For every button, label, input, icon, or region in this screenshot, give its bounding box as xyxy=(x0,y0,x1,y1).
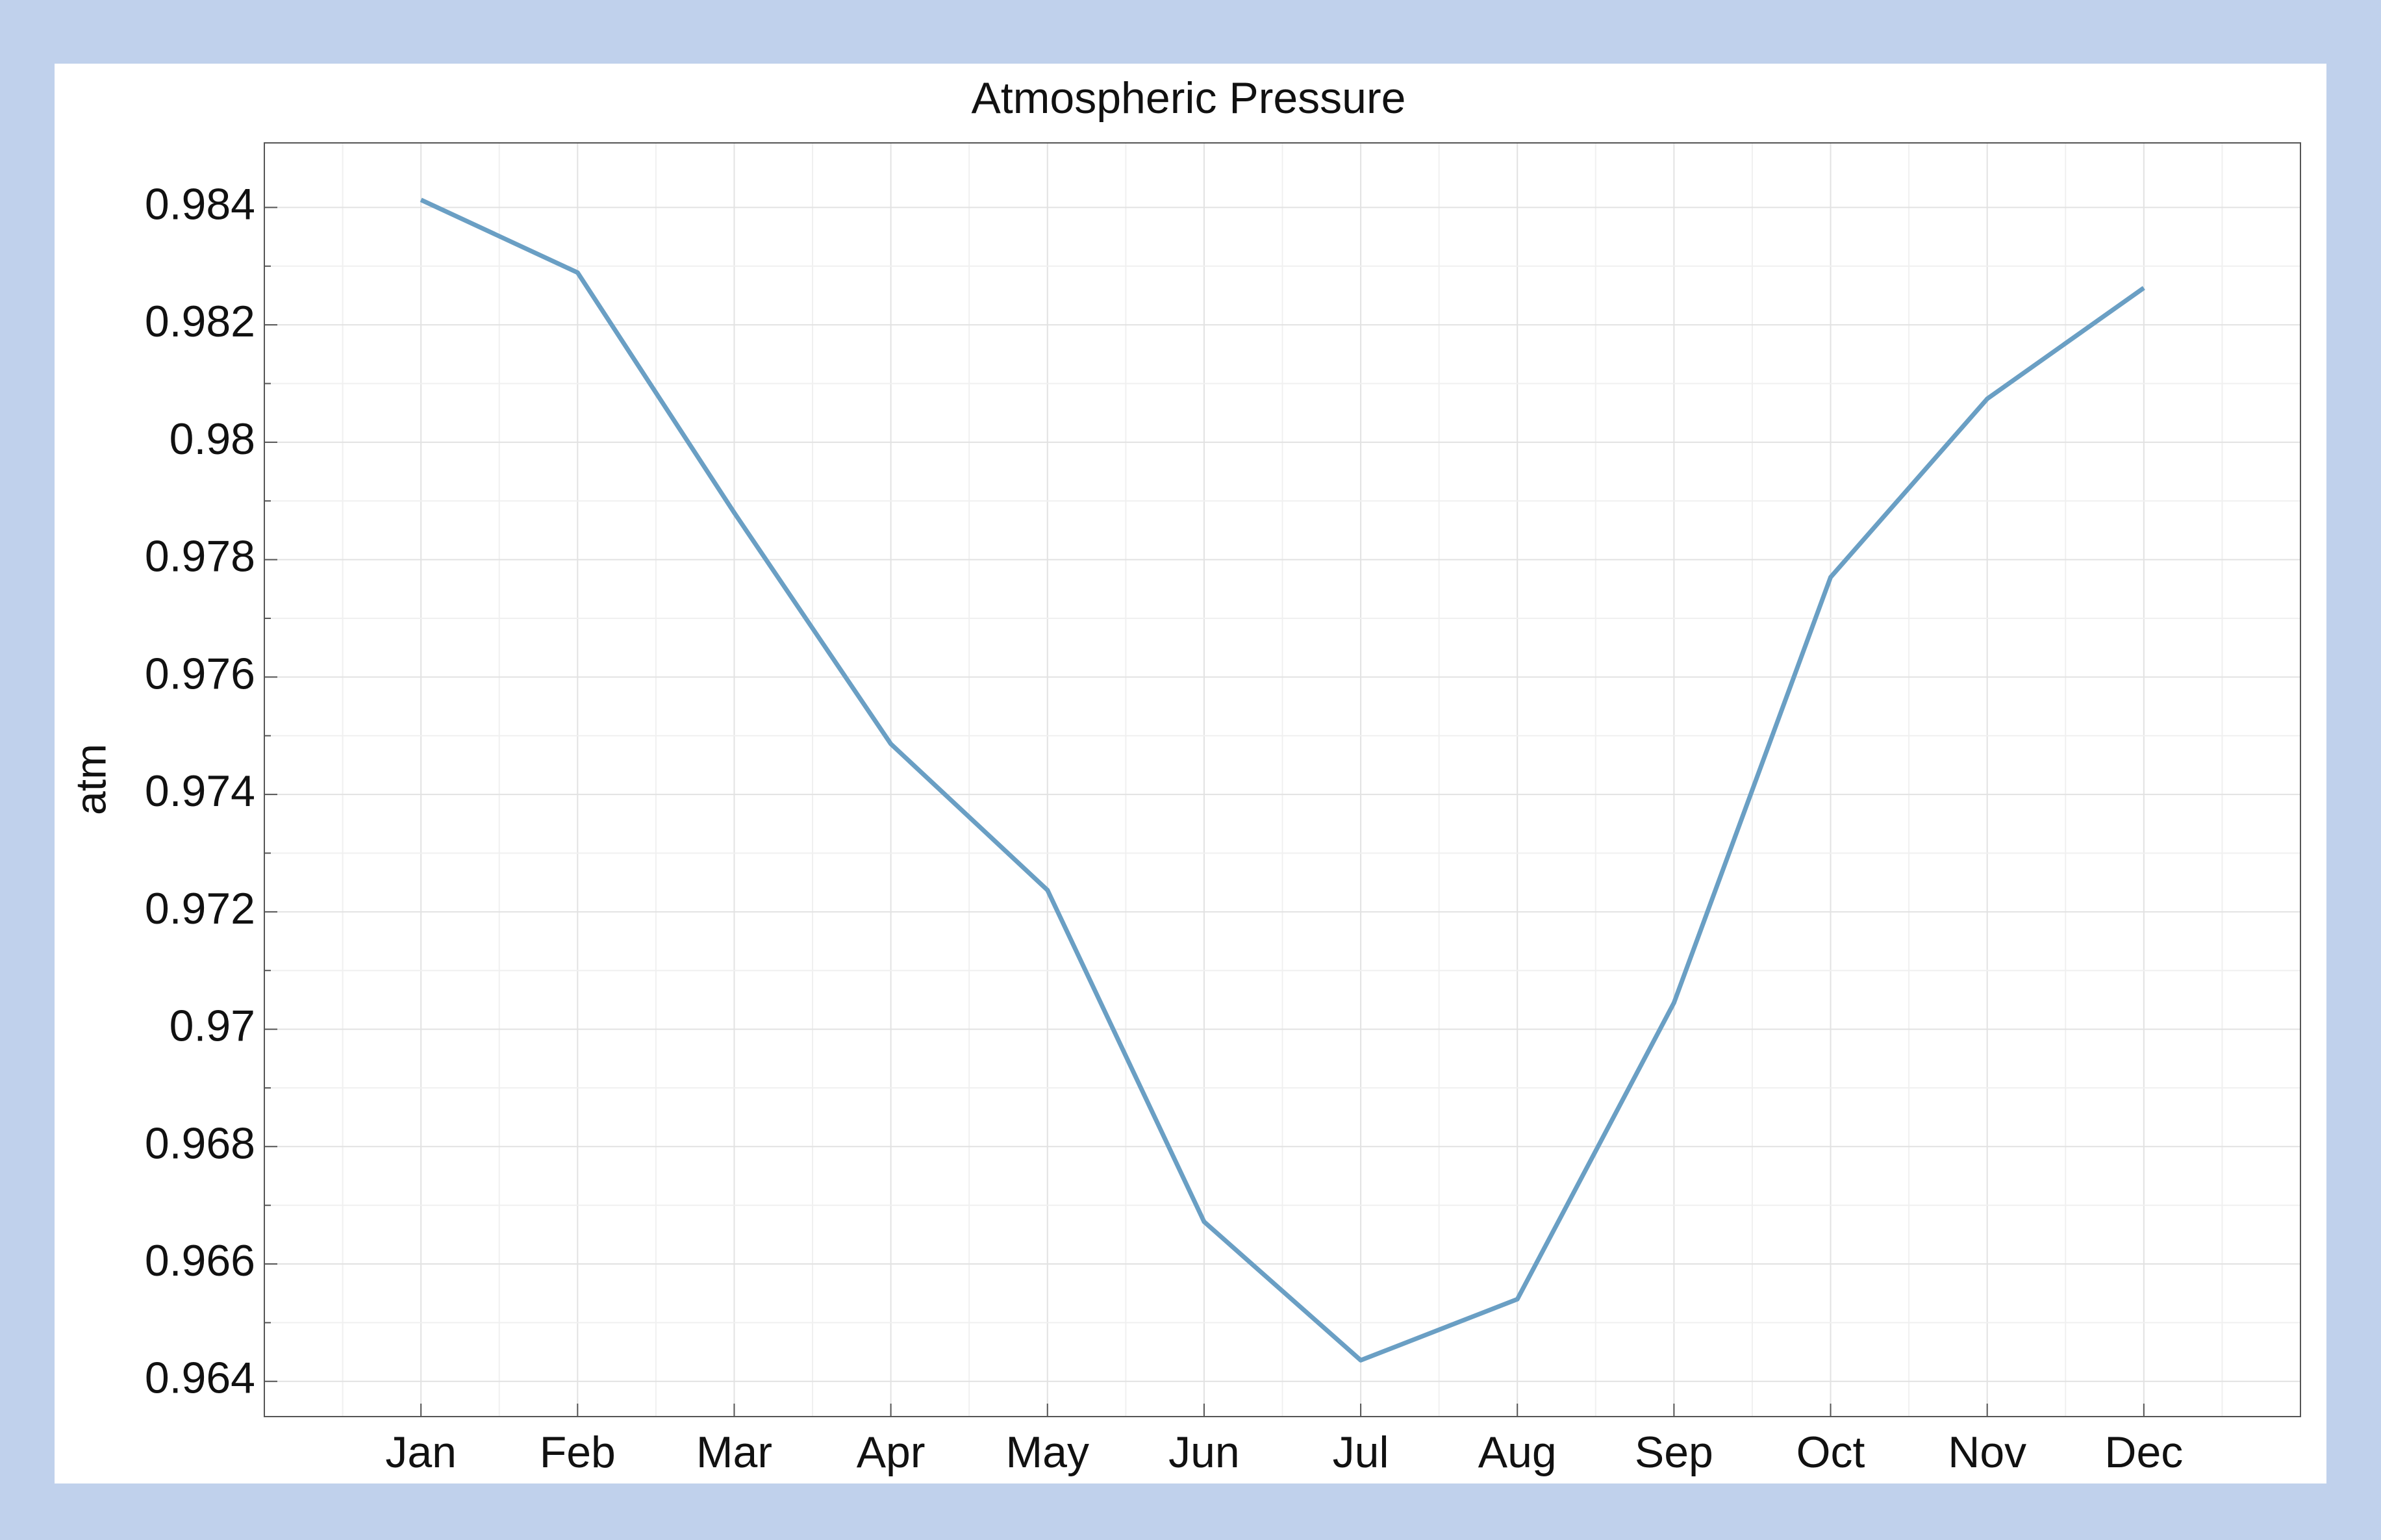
x-tick-label: Sep xyxy=(1635,1428,1713,1477)
x-tick-label: Jun xyxy=(1168,1428,1240,1477)
y-tick-label: 0.984 xyxy=(145,179,255,229)
x-tick-label: May xyxy=(1006,1428,1089,1477)
y-tick-label: 0.974 xyxy=(145,766,255,816)
x-tick-label: Nov xyxy=(1948,1428,2026,1477)
x-tick-label: Apr xyxy=(857,1428,926,1477)
y-tick-label: 0.97 xyxy=(170,1002,255,1051)
y-tick-label: 0.98 xyxy=(170,414,255,464)
plot-frame xyxy=(264,142,2301,1417)
data-line xyxy=(420,197,2145,1363)
y-tick-label: 0.964 xyxy=(145,1354,255,1403)
x-tick-label: Jan xyxy=(385,1428,457,1477)
x-tick-label: Feb xyxy=(540,1428,616,1477)
y-tick-label: 0.976 xyxy=(145,649,255,698)
x-tick-label: Aug xyxy=(1478,1428,1557,1477)
y-tick-label: 0.972 xyxy=(145,884,255,933)
grid xyxy=(264,143,2300,1417)
y-tick-label: 0.978 xyxy=(145,532,255,581)
y-tick-label: 0.968 xyxy=(145,1118,255,1168)
chart-title: Atmospheric Pressure xyxy=(972,73,1406,123)
x-tick-label: Mar xyxy=(696,1428,772,1477)
x-tick-label: Jul xyxy=(1333,1428,1389,1477)
y-tick-label: 0.966 xyxy=(145,1236,255,1285)
y-tick-label: 0.982 xyxy=(145,297,255,346)
y-axis-label: atm xyxy=(66,744,114,815)
x-tick-label: Dec xyxy=(2104,1428,2183,1477)
x-tick-label: Oct xyxy=(1796,1428,1865,1477)
